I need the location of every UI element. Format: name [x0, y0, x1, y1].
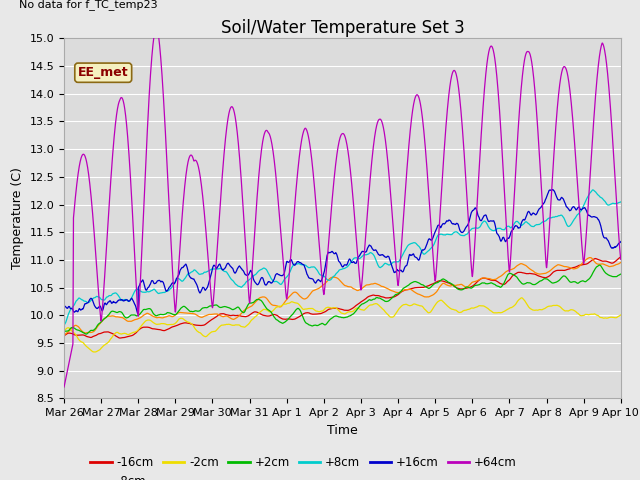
+8cm: [274, 279, 282, 285]
-16cm: [274, 313, 282, 319]
+2cm: [124, 315, 132, 321]
+2cm: [274, 317, 282, 323]
Line: +64cm: +64cm: [64, 26, 621, 387]
+2cm: [595, 262, 603, 268]
+8cm: [60, 322, 68, 328]
-2cm: [91, 349, 99, 355]
+16cm: [606, 243, 614, 249]
Line: +2cm: +2cm: [64, 265, 621, 334]
-2cm: [606, 314, 614, 320]
+2cm: [157, 312, 164, 317]
-8cm: [157, 315, 164, 321]
-2cm: [274, 304, 282, 310]
-16cm: [298, 312, 306, 318]
Line: -8cm: -8cm: [64, 258, 621, 335]
-2cm: [518, 295, 525, 300]
+2cm: [298, 312, 306, 317]
+64cm: [606, 99, 614, 105]
X-axis label: Time: Time: [327, 424, 358, 437]
+64cm: [617, 257, 625, 263]
+8cm: [617, 199, 625, 205]
-2cm: [60, 328, 68, 334]
-16cm: [157, 327, 164, 333]
+16cm: [549, 187, 557, 192]
-2cm: [617, 312, 625, 318]
+2cm: [606, 273, 614, 279]
Line: +16cm: +16cm: [64, 190, 621, 313]
+64cm: [157, 55, 164, 60]
+16cm: [298, 261, 306, 267]
-16cm: [116, 335, 124, 341]
Y-axis label: Temperature (C): Temperature (C): [11, 168, 24, 269]
-16cm: [617, 254, 625, 260]
-8cm: [546, 268, 554, 274]
+16cm: [60, 303, 68, 309]
+64cm: [298, 136, 306, 142]
Title: Soil/Water Temperature Set 3: Soil/Water Temperature Set 3: [221, 19, 464, 37]
-16cm: [606, 260, 614, 265]
+8cm: [124, 298, 131, 304]
-8cm: [124, 318, 131, 324]
+16cm: [124, 297, 131, 303]
+2cm: [60, 329, 68, 335]
-8cm: [617, 260, 625, 265]
+16cm: [134, 311, 142, 316]
+2cm: [83, 331, 90, 337]
-16cm: [124, 334, 132, 339]
-16cm: [546, 273, 554, 278]
+64cm: [153, 24, 161, 29]
+64cm: [60, 384, 68, 390]
-8cm: [586, 255, 593, 261]
Line: -2cm: -2cm: [64, 298, 621, 352]
+2cm: [546, 278, 554, 284]
Text: No data for f_TC_temp23: No data for f_TC_temp23: [19, 0, 158, 10]
-8cm: [298, 295, 305, 300]
Line: -16cm: -16cm: [64, 257, 621, 338]
+8cm: [589, 187, 596, 193]
-16cm: [60, 333, 68, 338]
-8cm: [274, 303, 282, 309]
+8cm: [606, 202, 614, 207]
+64cm: [124, 132, 131, 138]
+16cm: [274, 271, 282, 277]
+64cm: [274, 192, 282, 198]
-8cm: [606, 264, 614, 269]
Line: +8cm: +8cm: [64, 190, 621, 325]
-2cm: [157, 321, 164, 326]
+8cm: [298, 262, 305, 268]
+8cm: [546, 215, 554, 221]
+64cm: [546, 215, 554, 220]
+16cm: [157, 279, 164, 285]
-2cm: [547, 303, 554, 309]
Text: EE_met: EE_met: [78, 66, 129, 79]
+16cm: [617, 239, 625, 244]
Legend: -16cm, -8cm, -2cm, +2cm, +8cm, +16cm, +64cm: -16cm, -8cm, -2cm, +2cm, +8cm, +16cm, +6…: [86, 451, 521, 480]
+16cm: [546, 187, 554, 193]
+8cm: [157, 290, 164, 296]
+2cm: [617, 271, 625, 277]
-2cm: [298, 305, 306, 311]
-8cm: [60, 332, 68, 338]
-2cm: [124, 332, 132, 337]
